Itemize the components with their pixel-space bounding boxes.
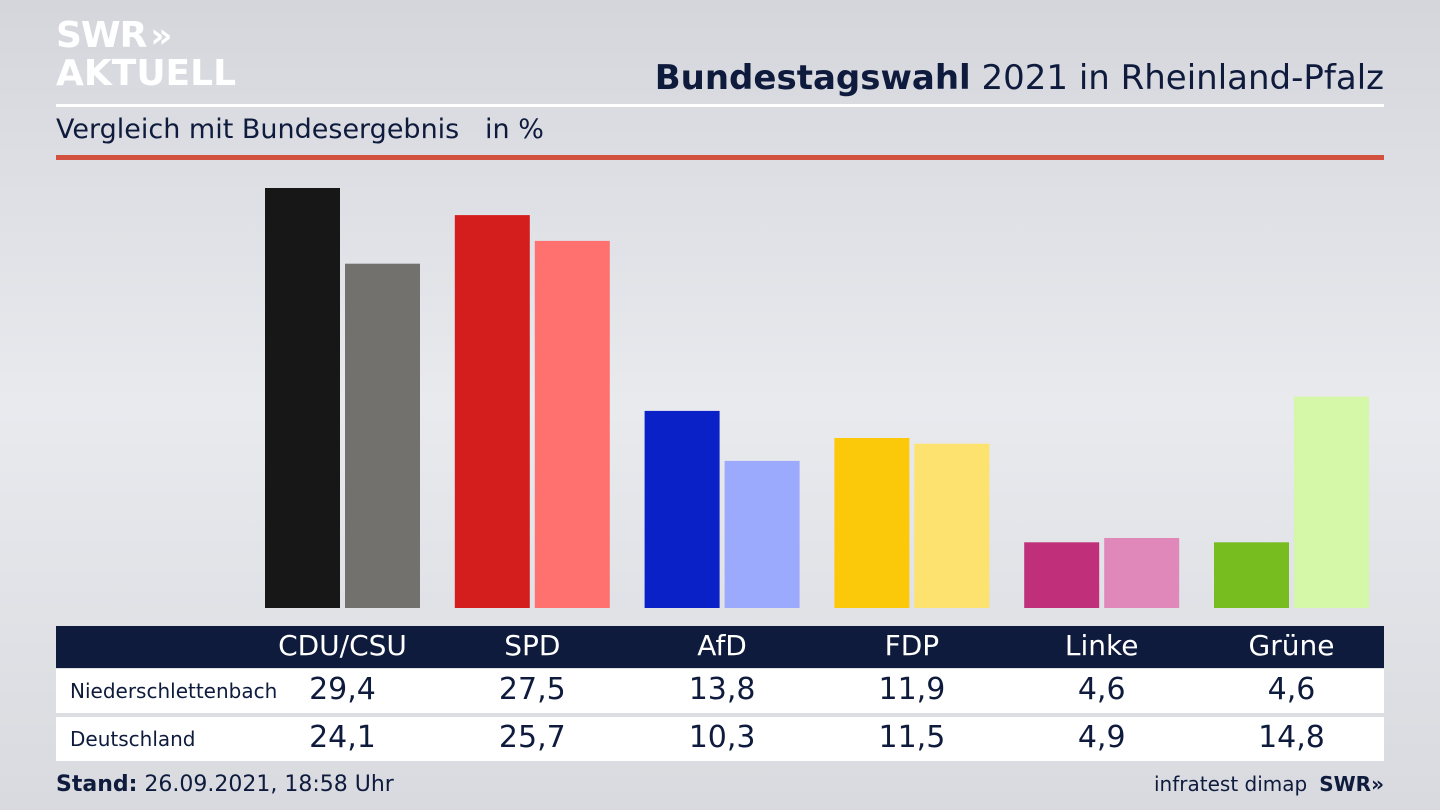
table-row-niederschlettenbach: Niederschlettenbach 29,4 27,5 13,8 11,9 4,6 4… — [56, 669, 1384, 713]
value-spd-deutschland: 25,7 — [498, 720, 566, 755]
column-header-afd: AfD — [697, 629, 747, 662]
subtitle-divider — [56, 155, 1384, 160]
source-credit: infratest dimap SWR» — [1154, 772, 1384, 796]
stand-label: Stand: — [56, 772, 138, 797]
value-linke-deutschland: 4,9 — [1077, 720, 1126, 755]
column-header-fdp: FDP — [884, 629, 940, 662]
value-spd-niederschlettenbach: 27,5 — [498, 672, 566, 707]
title-divider — [56, 104, 1384, 107]
bar-spd-niederschlettenbach — [454, 215, 530, 608]
bar-gr-ne-deutschland — [1294, 396, 1369, 608]
bar-gr-ne-niederschlettenbach — [1214, 542, 1289, 608]
bar-cdu-csu-niederschlettenbach — [265, 188, 340, 608]
logo-aktuell-text: AKTUELL — [56, 53, 237, 94]
table-header: CDU/CSU SPD AfD FDP Linke Grüne — [56, 626, 1384, 668]
value-cdu-csu-deutschland: 24,1 — [309, 720, 376, 755]
bar-spd-deutschland — [534, 240, 610, 608]
table-row-deutschland: Deutschland 24,1 25,7 10,3 11,5 4,9 14,8 — [56, 717, 1384, 761]
bar-linke-niederschlettenbach — [1024, 542, 1100, 608]
title-bold: Bundestagswahl — [654, 58, 971, 98]
value-linke-niederschlettenbach: 4,6 — [1077, 672, 1126, 707]
column-header-cdu-csu: CDU/CSU — [278, 629, 407, 662]
value-fdp-niederschlettenbach: 11,9 — [878, 672, 946, 707]
stand-value: 26.09.2021, 18:58 Uhr — [137, 772, 394, 797]
bar-fdp-niederschlettenbach — [834, 438, 910, 608]
chart-subtitle: Vergleich mit Bundesergebnis in % — [56, 114, 544, 145]
row-label: Deutschland — [70, 727, 196, 751]
bar-afd-niederschlettenbach — [644, 410, 720, 608]
logo-swr-text: SWR — [56, 15, 147, 56]
value-fdp-deutschland: 11,5 — [878, 720, 946, 755]
timestamp: Stand: 26.09.2021, 18:58 Uhr — [56, 772, 394, 797]
swr-aktuell-logo: SWR» AKTUELL — [56, 18, 236, 92]
bar-afd-deutschland — [724, 460, 800, 608]
source-label: infratest dimap — [1154, 772, 1308, 796]
value-cdu-csu-niederschlettenbach: 29,4 — [309, 672, 376, 707]
column-header-spd: SPD — [504, 629, 561, 662]
value-afd-deutschland: 10,3 — [688, 720, 756, 755]
bar-cdu-csu-deutschland — [345, 263, 420, 608]
row-label: Niederschlettenbach — [70, 679, 278, 703]
value-gr-ne-deutschland: 14,8 — [1258, 720, 1325, 755]
swr-brand-logo: SWR» — [1319, 772, 1384, 796]
bar-fdp-deutschland — [914, 443, 990, 608]
page-title: Bundestagswahl 2021 in Rheinland-Pfalz — [655, 58, 1384, 98]
bar-linke-deutschland — [1104, 538, 1180, 608]
column-header-linke: Linke — [1064, 629, 1139, 662]
value-gr-ne-niederschlettenbach: 4,6 — [1267, 672, 1316, 707]
title-rest: 2021 in Rheinland-Pfalz — [970, 58, 1384, 98]
column-header-gr-ne: Grüne — [1248, 629, 1335, 662]
value-afd-niederschlettenbach: 13,8 — [688, 672, 756, 707]
